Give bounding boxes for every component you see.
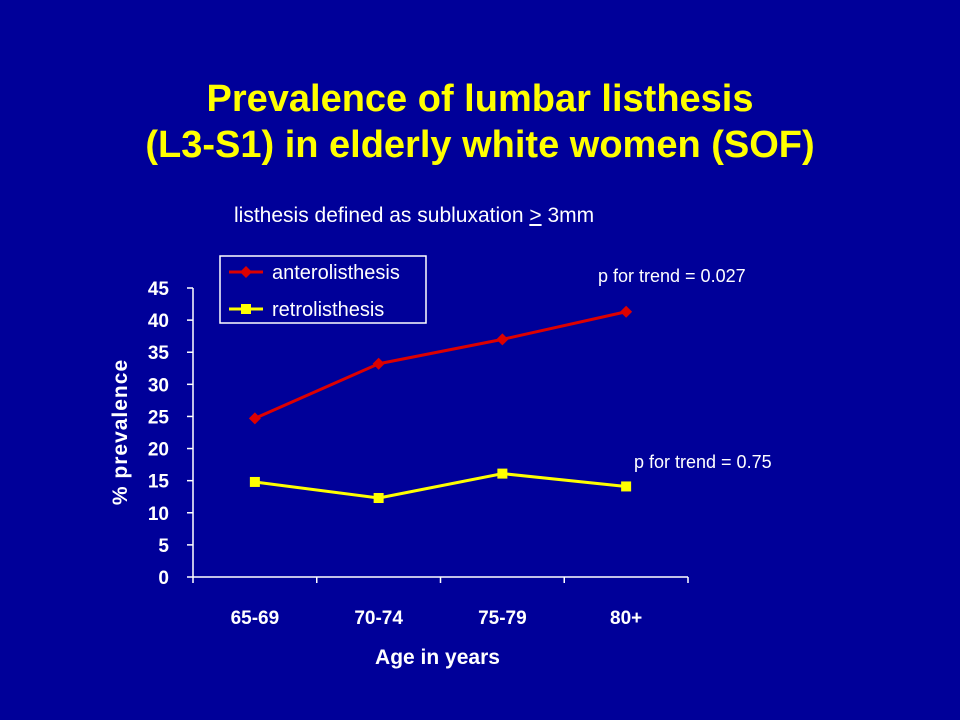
y-tick-label: 35	[148, 343, 170, 364]
y-tick-label: 0	[158, 568, 169, 589]
title-line-1: Prevalence of lumbar listhesis	[206, 78, 754, 120]
x-tick-label: 70-74	[354, 608, 403, 629]
series-line-retrolisthesis	[254, 472, 627, 500]
legend-marker-anterolisthesis	[240, 266, 252, 278]
y-tick-label: 20	[148, 440, 169, 461]
y-tick-label: 15	[148, 472, 170, 493]
legend-label-retrolisthesis: retrolisthesis	[272, 299, 384, 321]
x-tick-label: 80+	[610, 608, 642, 629]
legend-label-anterolisthesis: anterolisthesis	[272, 262, 400, 284]
y-tick-label: 45	[148, 279, 170, 300]
data-point-anterolisthesis	[372, 357, 385, 370]
y-tick-label: 30	[148, 375, 169, 396]
trend-annotation-retrolisthesis: p for trend = 0.75	[634, 452, 772, 472]
data-point-anterolisthesis	[620, 305, 633, 318]
subtitle-operator: >	[529, 204, 542, 227]
legend-marker-retrolisthesis	[241, 304, 251, 314]
y-tick-label: 5	[158, 536, 169, 557]
y-tick-label: 10	[148, 504, 169, 525]
data-point-anterolisthesis	[496, 333, 509, 346]
y-axis-title: % prevalence	[109, 359, 132, 505]
data-point-anterolisthesis	[248, 412, 261, 425]
x-tick-label: 65-69	[231, 608, 280, 629]
data-point-retrolisthesis	[249, 476, 260, 487]
y-tick-label: 25	[148, 407, 170, 428]
data-point-retrolisthesis	[373, 493, 384, 504]
trend-annotation-anterolisthesis: p for trend = 0.027	[598, 266, 746, 286]
legend: anterolisthesis retrolisthesis	[219, 255, 427, 324]
x-axis-title: Age in years	[375, 646, 500, 669]
title-line-2: (L3-S1) in elderly white women (SOF)	[145, 124, 815, 166]
subtitle-value: 3mm	[541, 204, 595, 227]
data-point-retrolisthesis	[497, 468, 508, 479]
y-tick-label: 40	[148, 311, 169, 332]
slide-title: Prevalence of lumbar listhesis (L3-S1) i…	[0, 76, 960, 168]
data-point-retrolisthesis	[621, 481, 632, 492]
series-line-anterolisthesis	[254, 310, 627, 420]
legend-box	[219, 255, 427, 324]
x-tick-label: 75-79	[478, 608, 527, 629]
subtitle-text: listhesis defined as subluxation	[234, 204, 530, 227]
subtitle: listhesis defined as subluxation > 3mm	[234, 204, 594, 228]
